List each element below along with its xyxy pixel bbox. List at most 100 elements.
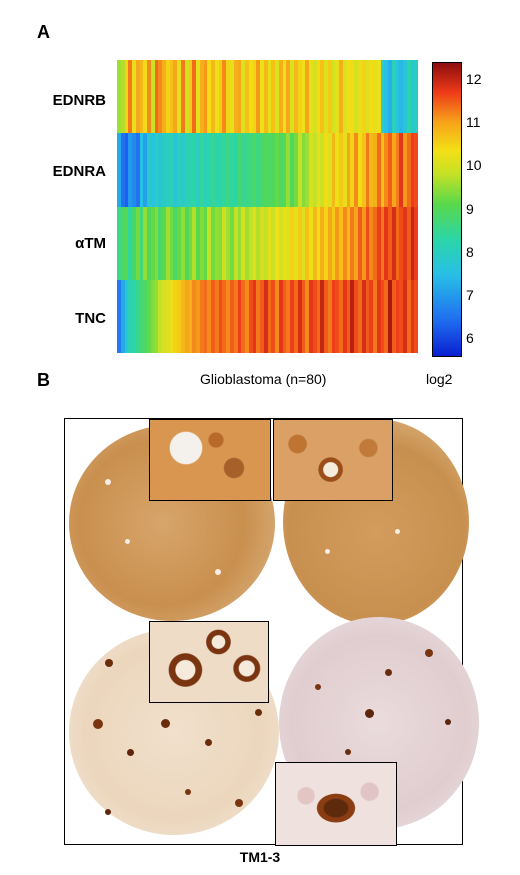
heatmap-cell [312, 206, 317, 280]
heatmap-cell [324, 133, 328, 207]
heatmap-cell [177, 279, 182, 353]
heatmap-cell [376, 206, 381, 280]
heatmap-cell [199, 206, 204, 280]
heatmap-cell [388, 279, 392, 353]
heatmap-cell [117, 133, 121, 207]
heatmap-cell [320, 60, 325, 134]
heatmap-cell [222, 279, 227, 353]
heatmap-cell [342, 279, 347, 353]
heatmap-cell [203, 206, 208, 280]
heatmap-cell [395, 133, 400, 207]
heatmap-cell [256, 279, 261, 353]
heatmap-cell [384, 133, 389, 207]
heatmap-cell [135, 206, 140, 280]
heatmap-cell [309, 60, 313, 134]
heatmap-cell [132, 279, 136, 353]
heatmap-cell [335, 133, 340, 207]
heatmap-cell [354, 133, 358, 207]
heatmap-cell [199, 133, 204, 207]
heatmap-cell [132, 60, 136, 134]
heatmap-cell [245, 133, 249, 207]
heatmap-cell [252, 279, 257, 353]
heatmap-cell [350, 279, 355, 353]
stain-speck [445, 719, 451, 725]
heatmap-cell [124, 60, 129, 134]
heatmap-cell [305, 133, 310, 207]
heatmap-cell [406, 60, 411, 134]
heatmap-cell [414, 279, 418, 353]
heatmap-cell [410, 206, 415, 280]
colorbar-tick-label: 12 [466, 71, 482, 88]
heatmap-cell [188, 133, 193, 207]
heatmap-cell [260, 60, 264, 134]
heatmap-cell [214, 60, 219, 134]
heatmap-cell [226, 133, 230, 207]
heatmap-cell [358, 206, 362, 280]
heatmap-cell [162, 60, 166, 134]
heatmap-cell [297, 133, 302, 207]
stain-speck [185, 789, 191, 795]
heatmap-cell [361, 206, 366, 280]
heatmap-cell [327, 133, 332, 207]
heatmap-cell [173, 133, 178, 207]
heatmap-cell [229, 133, 234, 207]
colorbar-tick-label: 10 [466, 157, 482, 174]
heatmap-cell [410, 279, 415, 353]
colorbar-tick-label: 11 [466, 114, 481, 131]
heatmap-cell [271, 206, 276, 280]
heatmap-cell [117, 279, 121, 353]
heatmap-cell [218, 279, 223, 353]
heatmap-cell [117, 206, 121, 280]
heatmap-cell [165, 279, 170, 353]
heatmap-cell [391, 133, 396, 207]
panel-b-caption: TM1-3 [239, 849, 281, 865]
heatmap-cell [275, 60, 279, 134]
heatmap-cell [128, 206, 133, 280]
heatmap-cell [248, 60, 253, 134]
heatmap-cell [241, 279, 246, 353]
heatmap-cell [248, 133, 253, 207]
heatmap-cell [181, 279, 185, 353]
heatmap-cell [117, 60, 121, 134]
heatmap-cell [373, 279, 377, 353]
heatmap-cell [237, 133, 242, 207]
heatmap-cell [286, 133, 291, 207]
heatmap-cell [320, 133, 325, 207]
heatmap-cell [124, 279, 129, 353]
heatmap-cell [414, 60, 418, 134]
heatmap-cell [278, 206, 283, 280]
stain-speck [235, 799, 243, 807]
heatmap-cell [376, 279, 381, 353]
heatmap-cell [147, 279, 151, 353]
stain-speck [105, 809, 111, 815]
heatmap-cell [384, 60, 389, 134]
heatmap-cell [316, 60, 321, 134]
heatmap-cell [369, 206, 374, 280]
panel-a-letter: A [37, 22, 50, 42]
heatmap-cell [346, 60, 351, 134]
heatmap-cell [316, 206, 321, 280]
heatmap-cell [271, 60, 276, 134]
inset-bottom-right [275, 762, 397, 846]
heatmap-cell [312, 133, 317, 207]
heatmap-cell [147, 133, 151, 207]
heatmap-cell [282, 133, 287, 207]
heatmap-cell [263, 133, 268, 207]
heatmap-cell [376, 133, 381, 207]
heatmap-cell [199, 60, 204, 134]
heatmap-cell [263, 60, 268, 134]
heatmap-cell [406, 133, 411, 207]
heatmap-cell [312, 60, 317, 134]
heatmap-cell [211, 279, 215, 353]
heatmap-cell [181, 206, 185, 280]
heatmap-cell [165, 60, 170, 134]
heatmap-cell [361, 279, 366, 353]
heatmap-cell [154, 60, 159, 134]
heatmap-cell [267, 279, 272, 353]
heatmap-cell [229, 279, 234, 353]
heatmap-cell [120, 279, 125, 353]
heatmap-cell [143, 206, 148, 280]
heatmap-cell [158, 279, 163, 353]
heatmap-cell [271, 279, 276, 353]
heatmap-cell [369, 133, 374, 207]
